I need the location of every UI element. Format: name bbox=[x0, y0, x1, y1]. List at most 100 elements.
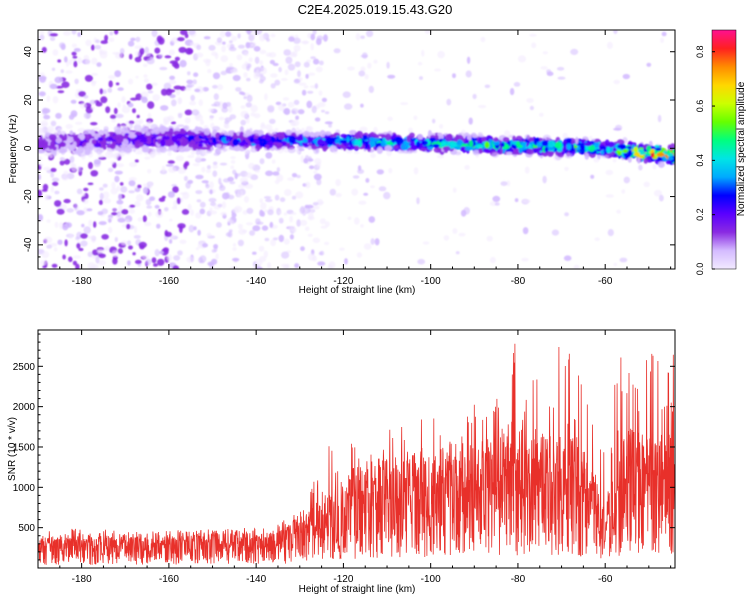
heatmap-cell bbox=[633, 151, 641, 157]
heatmap-cell bbox=[194, 88, 201, 93]
heatmap-cell bbox=[314, 131, 322, 136]
heatmap-cell bbox=[92, 127, 100, 132]
heatmap-cell bbox=[104, 34, 109, 42]
heatmap-cell bbox=[259, 256, 267, 263]
heatmap-cell bbox=[121, 96, 126, 103]
heatmap-cell bbox=[667, 144, 672, 151]
heatmap-cell bbox=[229, 63, 234, 67]
heatmap-cell bbox=[221, 106, 229, 113]
heatmap-cell bbox=[137, 217, 143, 222]
heatmap-cell bbox=[295, 127, 300, 135]
heatmap-cell bbox=[135, 93, 143, 101]
heatmap-cell bbox=[557, 76, 566, 80]
heatmap-cell bbox=[199, 201, 206, 208]
heatmap-cell bbox=[259, 141, 266, 147]
heatmap-cell bbox=[291, 173, 298, 178]
heatmap-cell bbox=[237, 223, 243, 230]
heatmap-cell bbox=[96, 62, 102, 67]
heatmap-cell bbox=[188, 224, 195, 233]
heatmap-cell bbox=[335, 179, 341, 187]
heatmap-cell bbox=[167, 160, 175, 164]
heatmap-cell bbox=[155, 146, 164, 153]
heatmap-cell bbox=[285, 129, 293, 136]
heatmap-cell bbox=[300, 246, 305, 252]
heatmap-cell bbox=[176, 197, 181, 205]
heatmap-cell bbox=[265, 152, 273, 159]
heatmap-cell bbox=[237, 33, 241, 39]
heatmap-cell bbox=[606, 146, 611, 154]
heatmap-cell bbox=[265, 170, 274, 177]
heatmap-cell bbox=[255, 266, 263, 269]
heatmap-cell bbox=[187, 71, 191, 76]
heatmap-cell bbox=[102, 136, 107, 144]
heatmap-cell bbox=[142, 63, 148, 68]
heatmap-cell bbox=[293, 37, 301, 44]
heatmap-cell bbox=[70, 162, 76, 167]
heatmap-cell bbox=[60, 203, 68, 211]
heatmap-cell bbox=[400, 142, 409, 151]
heatmap-cell bbox=[293, 99, 300, 105]
heatmap-cell bbox=[323, 34, 328, 42]
heatmap-cell bbox=[128, 245, 133, 250]
heatmap-cell bbox=[124, 146, 133, 153]
heatmap-cell bbox=[199, 208, 206, 215]
heatmap-cell bbox=[154, 47, 161, 54]
heatmap-cell bbox=[312, 30, 317, 35]
heatmap-cell bbox=[134, 201, 141, 207]
heatmap-cell bbox=[151, 82, 158, 86]
heatmap-cell bbox=[265, 198, 273, 203]
heatmap-cell bbox=[132, 146, 137, 153]
heatmap-cell bbox=[368, 216, 376, 223]
heatmap-cell bbox=[128, 78, 134, 85]
heatmap-cell bbox=[185, 47, 194, 55]
heatmap-cell bbox=[40, 120, 49, 128]
heatmap-cell bbox=[646, 62, 652, 67]
heatmap-cell bbox=[243, 72, 248, 78]
heatmap-cell bbox=[158, 250, 164, 255]
heatmap-cell bbox=[281, 263, 288, 267]
y-tick-label: 2000 bbox=[13, 402, 36, 413]
heatmap-cell bbox=[284, 69, 289, 76]
heatmap-cell bbox=[46, 244, 53, 249]
heatmap-cell bbox=[310, 43, 314, 51]
heatmap-cell bbox=[72, 55, 78, 59]
heatmap-cell bbox=[89, 99, 97, 105]
heatmap-cell bbox=[197, 229, 201, 236]
heatmap-cell bbox=[381, 135, 386, 138]
heatmap-cell bbox=[75, 147, 84, 154]
heatmap-cell bbox=[51, 83, 58, 90]
heatmap-cell bbox=[39, 34, 45, 41]
heatmap-cell bbox=[400, 102, 409, 106]
heatmap-cell bbox=[263, 250, 268, 258]
heatmap-cell bbox=[172, 124, 180, 129]
heatmap-cell bbox=[169, 145, 178, 151]
heatmap-cell bbox=[514, 198, 519, 203]
heatmap-cell bbox=[376, 169, 384, 175]
heatmap-cell bbox=[175, 88, 181, 96]
heatmap-cell bbox=[79, 134, 85, 140]
heatmap-cell bbox=[90, 122, 98, 126]
heatmap-cell bbox=[303, 85, 309, 89]
heatmap-cell bbox=[113, 107, 118, 115]
heatmap-cell bbox=[142, 215, 147, 223]
heatmap-cell bbox=[213, 101, 221, 107]
heatmap-cell bbox=[231, 212, 237, 218]
heatmap-cell bbox=[347, 216, 352, 220]
heatmap-cell bbox=[118, 193, 122, 201]
heatmap-cell bbox=[209, 181, 214, 189]
heatmap-cell bbox=[59, 160, 65, 166]
heatmap-cell bbox=[140, 96, 148, 101]
heatmap-cell bbox=[66, 136, 72, 141]
heatmap-cell bbox=[460, 146, 466, 150]
heatmap-cell bbox=[203, 36, 211, 40]
heatmap-cell bbox=[239, 146, 247, 150]
heatmap-cell bbox=[160, 105, 169, 111]
heatmap-cell bbox=[432, 143, 440, 148]
heatmap-cell bbox=[48, 134, 57, 140]
heatmap-cell bbox=[141, 255, 149, 259]
heatmap-cell bbox=[493, 137, 499, 142]
heatmap-cell bbox=[198, 99, 203, 107]
heatmap-cell bbox=[307, 145, 312, 150]
heatmap-cell bbox=[386, 149, 392, 157]
heatmap-cell bbox=[46, 95, 51, 102]
